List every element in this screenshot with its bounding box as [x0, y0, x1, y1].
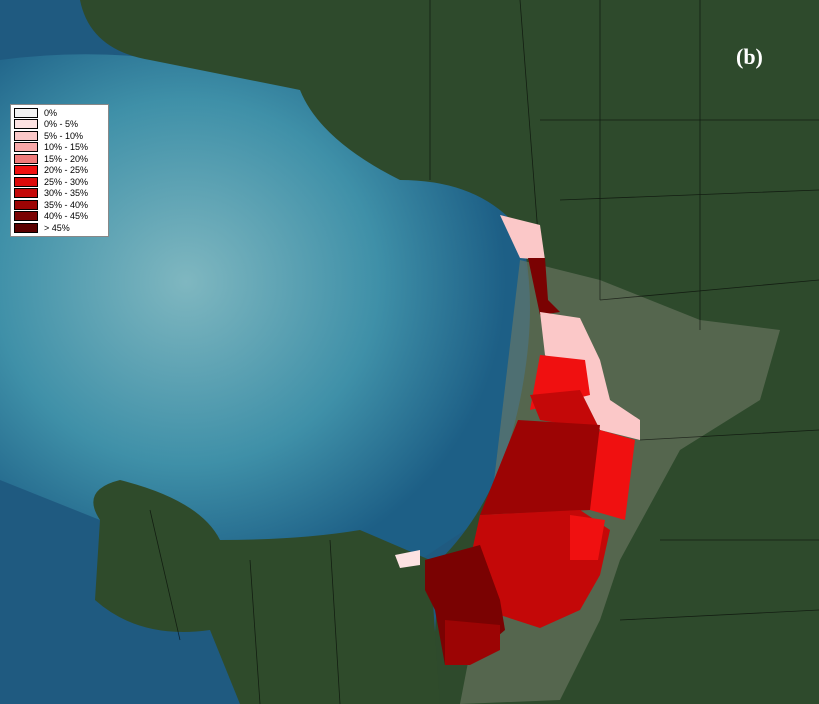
legend-item: 35% - 40%	[14, 199, 108, 211]
panel-label: (b)	[736, 44, 763, 69]
legend-label: 40% - 45%	[44, 211, 89, 222]
legend-swatch	[14, 176, 38, 187]
legend-label: 30% - 35%	[44, 188, 89, 199]
legend-swatch	[14, 142, 38, 153]
legend-item: 0% - 5%	[14, 119, 108, 131]
legend-label: 5% - 10%	[44, 130, 84, 141]
legend-swatch	[14, 222, 38, 233]
legend-label: 20% - 25%	[44, 165, 89, 176]
legend-swatch	[14, 119, 38, 130]
legend-label: 25% - 30%	[44, 176, 89, 187]
legend-swatch	[14, 211, 38, 222]
legend-item: 40% - 45%	[14, 211, 108, 223]
land-south	[93, 480, 440, 704]
boundaries	[149, 0, 819, 704]
legend-swatch	[14, 165, 38, 176]
legend-swatch	[14, 188, 38, 199]
legend-label: 35% - 40%	[44, 199, 89, 210]
damage-choropleth	[395, 215, 640, 665]
legend: 0% 0% - 5% 5% - 10% 10% - 15% 15% - 20% 20% -…	[10, 104, 109, 237]
legend-item: 25% - 30%	[14, 176, 108, 188]
legend-item: 30% - 35%	[14, 188, 108, 200]
legend-label: 15% - 20%	[44, 153, 89, 164]
legend-label: 0%	[44, 107, 58, 118]
legend-item: 15% - 20%	[14, 153, 108, 165]
legend-swatch	[14, 107, 38, 118]
legend-swatch	[14, 130, 38, 141]
legend-item: > 45%	[14, 222, 108, 234]
legend-item: 20% - 25%	[14, 165, 108, 177]
legend-label: > 45%	[44, 222, 70, 233]
legend-swatch	[14, 199, 38, 210]
legend-label: 10% - 15%	[44, 142, 89, 153]
bay-water	[0, 54, 532, 561]
legend-label: 0% - 5%	[44, 119, 79, 130]
legend-item: 10% - 15%	[14, 142, 108, 154]
legend-item: 5% - 10%	[14, 130, 108, 142]
legend-swatch	[14, 153, 38, 164]
legend-item: 0%	[14, 107, 108, 119]
